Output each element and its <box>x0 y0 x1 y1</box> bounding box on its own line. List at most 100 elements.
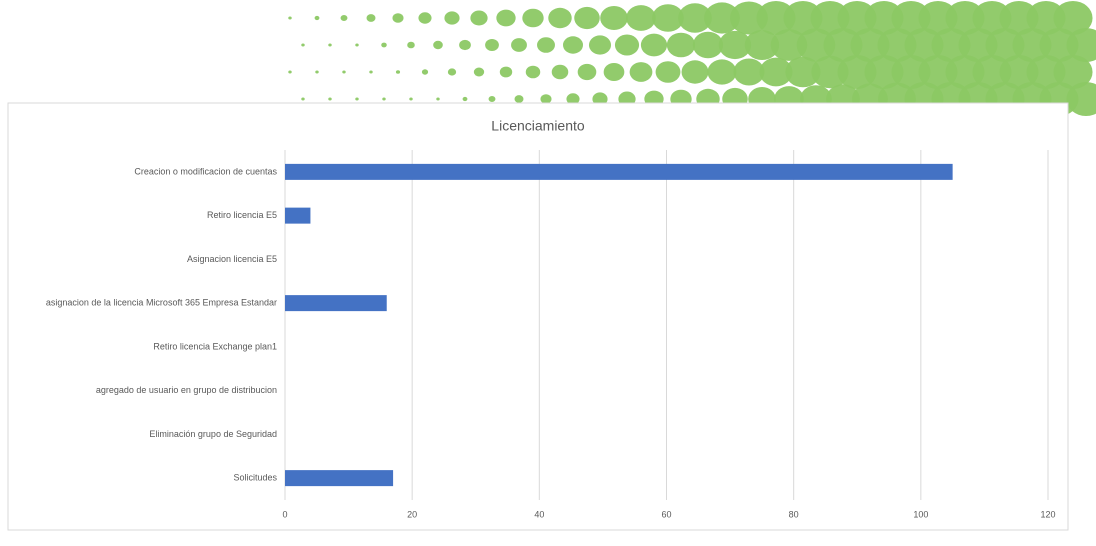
dot <box>958 28 998 62</box>
bar <box>285 295 387 312</box>
dot <box>850 28 890 62</box>
bar <box>285 470 394 487</box>
dot <box>315 70 319 74</box>
dot <box>540 94 552 104</box>
y-tick-label: agregado de usuario en grupo de distribu… <box>96 385 277 395</box>
dot <box>342 70 346 74</box>
y-tick-label: Asignacion licencia E5 <box>187 254 277 264</box>
dot <box>485 39 499 51</box>
dot <box>328 97 332 101</box>
dot <box>473 67 485 77</box>
dot <box>355 97 359 101</box>
dot <box>301 97 305 101</box>
x-tick-label: 100 <box>913 509 928 519</box>
dot <box>1066 82 1096 116</box>
dot <box>381 42 387 48</box>
dot <box>1053 55 1093 89</box>
dot <box>823 28 863 62</box>
dot <box>877 28 917 62</box>
dot <box>945 55 985 89</box>
dot <box>796 28 836 62</box>
dot <box>382 97 386 101</box>
dot <box>626 5 656 31</box>
dot <box>421 69 429 75</box>
x-tick-label: 0 <box>282 509 287 519</box>
dot <box>537 37 555 53</box>
dot <box>301 43 305 47</box>
dot <box>666 32 696 58</box>
dot <box>783 1 823 35</box>
dot <box>418 12 432 24</box>
dot <box>1012 28 1052 62</box>
dot <box>369 70 373 74</box>
dot <box>972 55 1012 89</box>
dot <box>999 1 1039 35</box>
dot <box>945 1 985 35</box>
dot <box>707 59 737 85</box>
x-tick-label: 120 <box>1040 509 1055 519</box>
dot <box>577 63 597 81</box>
x-tick-label: 20 <box>407 509 417 519</box>
y-tick-label: Retiro licencia Exchange plan1 <box>153 341 277 351</box>
dot <box>288 16 292 20</box>
dot <box>681 60 709 84</box>
dot <box>1026 55 1066 89</box>
dot <box>730 1 768 35</box>
x-tick-label: 60 <box>661 509 671 519</box>
bar <box>285 207 311 224</box>
chart-title: Licenciamiento <box>491 118 585 134</box>
dot <box>522 8 544 28</box>
dot <box>511 38 527 52</box>
dot <box>972 1 1012 35</box>
dot <box>985 28 1025 62</box>
dot <box>288 70 292 74</box>
dot <box>733 58 765 86</box>
dot <box>1053 1 1093 35</box>
dot <box>407 41 415 49</box>
dot <box>891 55 931 89</box>
dot <box>785 56 821 88</box>
dot <box>366 14 376 22</box>
dot <box>918 55 958 89</box>
dot <box>433 40 443 50</box>
y-tick-label: Creacion o modificacion de cuentas <box>134 166 277 176</box>
dot <box>409 97 413 101</box>
dot <box>551 64 569 80</box>
dot <box>640 33 668 57</box>
dot <box>891 1 931 35</box>
bar <box>285 163 953 180</box>
dot <box>999 55 1039 89</box>
dot <box>340 15 348 21</box>
dot <box>566 93 580 105</box>
dot <box>770 29 808 61</box>
x-tick-label: 80 <box>789 509 799 519</box>
x-tick-label: 40 <box>534 509 544 519</box>
dot <box>328 43 332 47</box>
dot <box>810 1 850 35</box>
dot <box>496 9 516 27</box>
dot <box>447 68 457 76</box>
dot <box>744 30 780 60</box>
dot <box>562 36 584 54</box>
dot <box>652 4 684 32</box>
dot <box>718 30 752 60</box>
dot <box>614 34 640 56</box>
dot <box>314 15 320 21</box>
dot <box>655 61 681 83</box>
dot <box>392 13 404 23</box>
dot <box>678 3 712 33</box>
dot <box>918 1 958 35</box>
dot <box>837 55 877 89</box>
dot <box>600 6 628 30</box>
dot <box>904 28 944 62</box>
y-tick-label: Eliminación grupo de Seguridad <box>149 429 277 439</box>
dot <box>931 28 971 62</box>
dot <box>514 95 524 103</box>
dot <box>1066 28 1096 62</box>
dot <box>692 31 724 59</box>
dot <box>436 97 440 101</box>
dot <box>1026 1 1066 35</box>
dot <box>864 1 904 35</box>
dot <box>1039 28 1079 62</box>
